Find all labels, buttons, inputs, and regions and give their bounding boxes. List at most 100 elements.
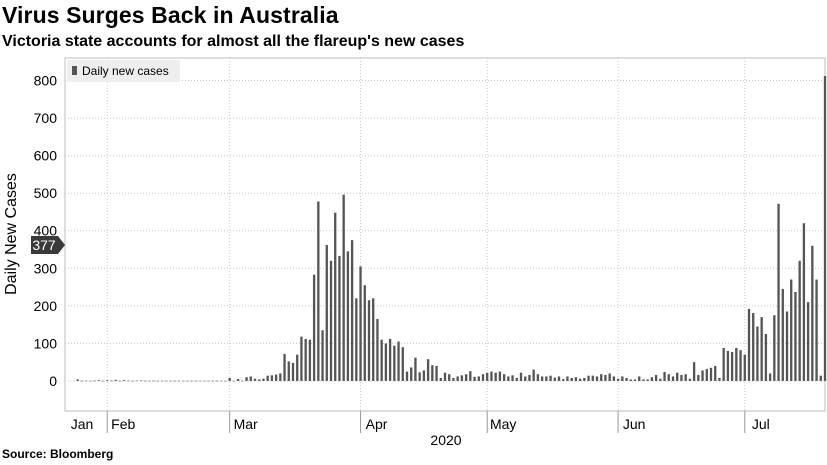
bar xyxy=(220,380,223,382)
bar xyxy=(756,326,759,381)
bar xyxy=(621,376,624,381)
bar xyxy=(583,377,586,381)
chart-title: Virus Surges Back in Australia xyxy=(2,2,339,28)
bar xyxy=(629,379,632,381)
bar xyxy=(346,251,350,381)
bar xyxy=(676,372,679,381)
bar xyxy=(747,308,751,381)
x-tick-label: Apr xyxy=(366,416,388,432)
bar xyxy=(819,375,822,381)
bar xyxy=(798,260,801,381)
bar xyxy=(84,380,88,382)
bar xyxy=(646,379,649,381)
bar xyxy=(97,380,100,381)
bar xyxy=(435,365,438,381)
x-tick-label: Feb xyxy=(111,416,135,432)
bar xyxy=(511,375,514,381)
bar xyxy=(600,374,603,381)
bar xyxy=(317,201,320,381)
bar xyxy=(186,380,189,382)
bar xyxy=(612,376,616,381)
bar xyxy=(372,298,375,381)
bar xyxy=(190,380,193,382)
bar xyxy=(574,377,578,381)
bar xyxy=(405,371,409,381)
bar xyxy=(709,367,713,381)
bar xyxy=(777,203,780,381)
legend-box xyxy=(67,60,180,82)
y-tick-label: 200 xyxy=(34,298,58,314)
bar xyxy=(287,361,290,381)
bar xyxy=(760,317,763,381)
bar xyxy=(114,379,117,381)
bar xyxy=(536,374,540,381)
bar xyxy=(802,223,806,381)
bar xyxy=(397,341,400,381)
bar xyxy=(76,379,79,381)
bar xyxy=(152,380,155,382)
bar xyxy=(304,338,307,381)
bar xyxy=(410,367,413,381)
bar xyxy=(127,380,130,382)
bar xyxy=(422,370,426,381)
bar xyxy=(692,362,696,381)
bar xyxy=(194,380,198,382)
bar xyxy=(739,350,742,381)
bar xyxy=(160,380,164,382)
bar xyxy=(566,376,569,381)
bar xyxy=(785,311,789,381)
bar xyxy=(439,377,442,381)
bar xyxy=(426,359,430,381)
bar xyxy=(274,374,278,381)
bar xyxy=(722,347,725,381)
bar xyxy=(401,347,404,381)
bar xyxy=(616,378,620,381)
bar xyxy=(443,372,447,381)
bar xyxy=(279,373,282,381)
legend-swatch xyxy=(72,66,77,75)
bar xyxy=(477,376,480,381)
bar xyxy=(730,352,734,381)
bar xyxy=(232,380,236,382)
y-tick-label: 800 xyxy=(34,73,58,89)
x-tick-label: Jul xyxy=(752,416,770,432)
bar xyxy=(735,347,738,381)
bar xyxy=(207,380,210,382)
bar xyxy=(342,194,345,381)
bar xyxy=(224,380,227,382)
bars xyxy=(76,76,827,382)
bar xyxy=(549,375,552,381)
bar xyxy=(781,288,784,381)
bar xyxy=(570,377,573,381)
bar xyxy=(270,375,274,381)
last-value-callout: 377 xyxy=(31,236,65,254)
bar xyxy=(249,376,252,381)
bar xyxy=(688,378,692,381)
y-tick-label: 500 xyxy=(34,185,58,201)
bar xyxy=(608,373,611,381)
bar xyxy=(667,374,670,381)
bar xyxy=(659,378,662,381)
bar xyxy=(697,374,700,381)
bar xyxy=(654,374,658,381)
bar xyxy=(633,379,637,381)
bar xyxy=(198,380,202,382)
bar xyxy=(464,374,468,381)
bar xyxy=(519,372,523,381)
bar xyxy=(498,371,502,381)
bar xyxy=(321,330,324,381)
bar xyxy=(823,76,827,381)
bar xyxy=(524,376,527,381)
bar xyxy=(262,378,265,381)
bar xyxy=(591,375,594,381)
bar xyxy=(684,374,687,381)
bar xyxy=(663,371,666,381)
source-note: Source: Bloomberg xyxy=(2,447,114,461)
bar xyxy=(363,285,366,381)
bar xyxy=(469,371,472,381)
bar xyxy=(135,380,138,382)
x-tick-label: Mar xyxy=(234,416,258,432)
bar xyxy=(380,339,383,381)
bar xyxy=(144,380,147,382)
bar xyxy=(764,334,768,381)
